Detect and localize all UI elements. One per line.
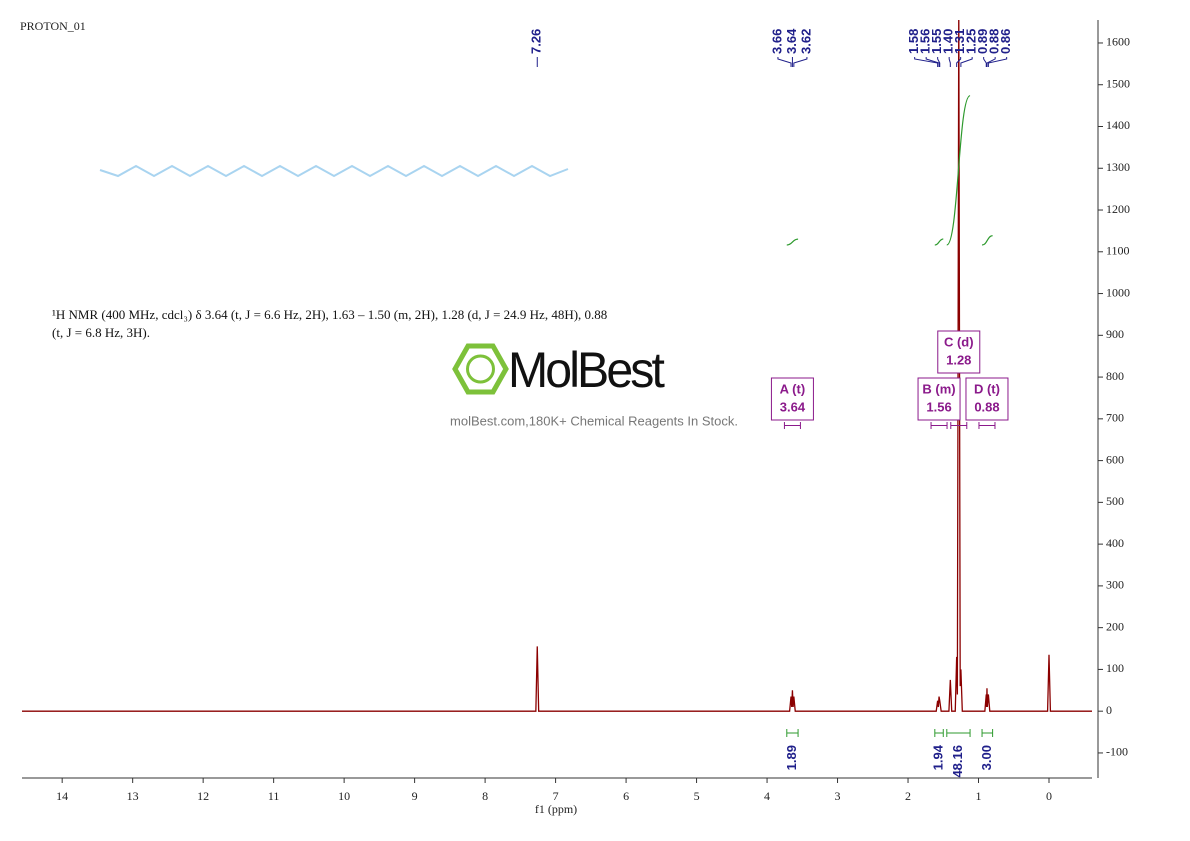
x-tick-label: 11 [268,789,280,803]
peak-leader [986,57,996,67]
peak-label: 1.55 [929,29,944,54]
x-tick-label: 2 [905,789,911,803]
y-tick-label: 600 [1106,452,1124,466]
x-tick-label: 3 [835,789,841,803]
y-tick-label: 900 [1106,327,1124,341]
y-tick-label: 0 [1106,703,1112,717]
y-tick-label: 1400 [1106,118,1130,132]
integral-curve [946,95,971,246]
multiplet-name: D (t) [974,381,1000,396]
x-tick-label: 12 [197,789,209,803]
y-tick-label: 700 [1106,411,1124,425]
peak-leader [777,57,792,67]
peak-leader [914,57,939,67]
logo-text: MolBest [508,342,665,398]
multiplet-shift: 1.56 [926,399,951,414]
y-tick-label: 100 [1106,661,1124,675]
integral-curve [786,238,799,246]
peak-leader [793,57,808,67]
x-tick-label: 14 [56,789,68,803]
y-tick-label: 1300 [1106,160,1130,174]
peak-label: 0.86 [998,29,1013,54]
peak-label: 1.31 [952,29,967,54]
multiplet-shift: 0.88 [974,399,999,414]
integral-label: 3.00 [979,745,994,770]
multiplet-name: B (m) [922,381,955,396]
multiplet-bracket [930,422,948,429]
y-tick-label: 500 [1106,494,1124,508]
y-tick-label: 1000 [1106,285,1130,299]
multiplet-shift: 3.64 [780,399,806,414]
y-tick-label: 800 [1106,369,1124,383]
x-tick-label: 8 [482,789,488,803]
nmr-description: ¹H NMR (400 MHz, cdcl₃) δ 3.64 (t, J = 6… [52,307,608,340]
multiplet-bracket [783,422,801,429]
x-tick-label: 6 [623,789,629,803]
molecule-sketch [99,164,569,178]
integral-curve [981,235,993,246]
y-tick-label: -100 [1106,745,1128,759]
multiplet-shift: 1.28 [946,352,971,367]
x-tick-label: 10 [338,789,350,803]
peak-label: 0.89 [975,29,990,54]
peak-label: 3.62 [798,29,813,54]
peak-label: 1.40 [941,29,956,54]
watermark-tagline: molBest.com,180K+ Chemical Reagents In S… [450,413,738,428]
spectrum-line [22,20,1092,712]
x-tick-label: 0 [1046,789,1052,803]
peak-label: 3.66 [769,29,784,54]
y-tick-label: 200 [1106,619,1124,633]
peak-leader [925,57,940,67]
multiplet-box [917,377,961,421]
peak-label: 1.58 [906,29,921,54]
multiplet-box [965,377,1009,421]
x-tick-label: 4 [764,789,770,803]
x-tick-label: 5 [694,789,700,803]
y-tick-label: 1100 [1106,244,1130,258]
peak-label: 1.56 [918,29,933,54]
integral-label: 1.89 [784,745,799,770]
peak-leader [956,57,962,67]
x-tick-label: 1 [976,789,982,803]
chart-title: PROTON_01 [20,19,86,33]
multiplet-bracket [978,422,996,429]
y-tick-label: 300 [1106,578,1124,592]
x-tick-label: 13 [127,789,139,803]
peak-label: 1.25 [964,29,979,54]
integral-bracket [934,729,944,737]
y-tick-label: 1200 [1106,202,1130,216]
multiplet-bracket [950,422,968,429]
y-tick-label: 1500 [1106,76,1130,90]
integral-bracket [946,729,971,737]
x-tick-label: 7 [553,789,559,803]
y-tick-label: 1600 [1106,35,1130,49]
peak-leader [948,57,951,67]
y-tick-label: 400 [1106,536,1124,550]
peak-leader [983,57,987,67]
integral-curve [934,238,944,246]
peak-leader [987,57,1008,67]
peak-leader [937,57,941,67]
integral-bracket [981,729,994,737]
integral-label: 48.16 [950,745,965,778]
peak-leader [960,57,973,67]
x-tick-label: 9 [412,789,418,803]
peak-label: 3.64 [784,28,799,54]
multiplet-name: C (d) [944,334,974,349]
multiplet-name: A (t) [780,381,806,396]
multiplet-box [937,330,981,374]
integral-bracket [786,729,799,737]
multiplet-box [770,377,814,421]
peak-label: 0.88 [987,29,1002,54]
integral-label: 1.94 [930,744,945,770]
x-axis-label: f1 (ppm) [535,802,577,816]
peak-label: 7.26 [529,29,544,54]
logo-icon [452,343,509,395]
